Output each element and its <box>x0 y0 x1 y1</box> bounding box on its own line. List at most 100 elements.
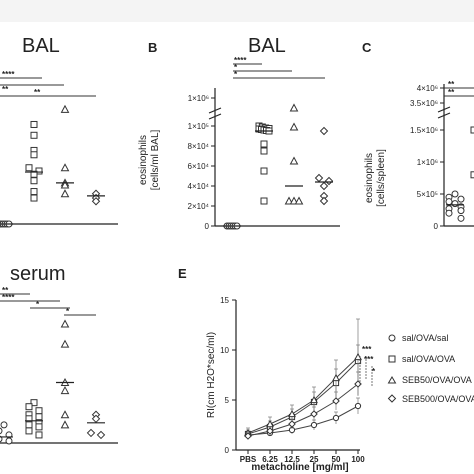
panel-c-ylabel-line1: eosinophils <box>364 153 375 203</box>
triangle-point <box>60 163 70 172</box>
legend-circle-marker <box>388 334 396 342</box>
panel-e-significance: *** *** * <box>359 345 376 386</box>
x-tick-label: 6.25 <box>262 455 278 464</box>
triangle-point <box>354 352 362 361</box>
triangle-point <box>60 189 70 198</box>
diamond-point <box>86 428 96 438</box>
panel-b-title: BAL <box>248 35 286 57</box>
y-tick-label: 15 <box>220 296 229 305</box>
diamond-point <box>96 430 106 440</box>
square-point <box>30 194 38 202</box>
square-point <box>25 427 33 435</box>
circle-point <box>332 414 340 422</box>
square-point <box>35 431 43 439</box>
square-point <box>470 171 474 179</box>
circle-point <box>0 427 3 435</box>
circle-point <box>457 214 465 222</box>
panel-c-stars-1: ** <box>448 80 455 89</box>
panel-b-tick-label: 0 <box>205 222 210 231</box>
panel-c-tick-label: 1×10⁶ <box>417 158 438 167</box>
square-point <box>25 403 33 411</box>
legend-label-3: SEB50/OVA/OVA <box>402 375 472 385</box>
triangle-point <box>60 180 70 189</box>
circle-point <box>0 421 8 429</box>
panel-c-tick-label: 4×10⁶ <box>417 84 438 93</box>
panel-b-stars-1: **** <box>234 56 247 65</box>
panel-e-legend: sal/OVA/sal sal/OVA/OVA SEB50/OVA/OVA SE… <box>387 333 474 404</box>
panel-d-title: serum <box>10 263 66 285</box>
diamond-point <box>314 173 324 183</box>
triangle-point <box>289 122 299 131</box>
triangle-point <box>332 373 340 382</box>
panel-c: C eosinophils [cells/spleen] ** ** 4×10⁶… <box>362 40 474 231</box>
panel-b-axis-break-1 <box>208 107 222 114</box>
panel-a-title: BAL <box>22 35 60 57</box>
panel-b-tick-label: 1×10⁶ <box>188 94 209 103</box>
square-point <box>30 177 38 185</box>
square-point <box>260 197 268 205</box>
legend-label-2: sal/OVA/OVA <box>402 354 455 364</box>
panel-b-stars-2: * <box>234 63 238 72</box>
legend-square-marker <box>388 355 396 363</box>
panel-b-tick-label: 1×10⁵ <box>188 122 209 131</box>
x-tick-label: PBS <box>240 455 257 464</box>
panel-b-ylabel: eosinophils [cells/ml BAL] <box>138 129 161 190</box>
triangle-point <box>60 319 70 328</box>
square-point <box>30 151 38 159</box>
legend-triangle-marker <box>387 376 397 384</box>
panel-d-stars-3: * <box>36 300 40 309</box>
diamond-point <box>244 432 252 440</box>
diamond-point <box>288 420 296 428</box>
panel-a-stars-2: ** <box>2 85 9 94</box>
square-point <box>30 131 38 139</box>
diamond-point <box>324 176 334 186</box>
panel-e-series <box>244 318 362 440</box>
diamond-point <box>310 410 318 418</box>
legend-label-4: SEB500/OVA/OVA <box>402 394 474 404</box>
panel-e-ylabel: RI(cm H2O*sec/ml) <box>206 332 217 418</box>
series-line <box>247 405 359 436</box>
panel-a-stars-1: **** <box>2 70 15 79</box>
triangle-point <box>288 409 296 418</box>
panel-b-ticks: 1×10⁶ 1×10⁵ 8×10⁴ 6×10⁴ 4×10⁴ 2×10⁴ 0 <box>188 94 215 231</box>
square-point <box>260 147 268 155</box>
triangle-point <box>60 420 70 429</box>
panel-c-axis-break-1 <box>437 106 451 113</box>
circle-point <box>451 190 459 198</box>
y-tick-label: 5 <box>225 396 230 405</box>
triangle-point <box>60 386 70 395</box>
square-point <box>260 167 268 175</box>
circle-point <box>445 209 453 217</box>
triangle-point <box>289 156 299 165</box>
circle-point <box>451 200 459 208</box>
triangle-point <box>60 104 70 113</box>
panel-b-tick-label: 4×10⁴ <box>188 182 210 191</box>
panel-c-label: C <box>362 40 372 55</box>
y-tick-label: 0 <box>225 446 230 455</box>
panel-b-label: B <box>148 40 157 55</box>
panel-b-axis-break-2 <box>208 113 222 120</box>
panel-c-tick-label: 5×10⁵ <box>417 190 438 199</box>
triangle-point <box>294 196 304 205</box>
panel-e-label: E <box>178 266 187 281</box>
panel-b-tick-label: 6×10⁴ <box>188 162 210 171</box>
circle-point <box>5 437 13 445</box>
legend-diamond-marker <box>387 394 397 403</box>
panel-e-yticks: 0 5 10 15 <box>220 296 236 455</box>
panel-c-tick-label: 0 <box>434 222 439 231</box>
circle-point <box>310 421 318 429</box>
panel-c-points <box>445 126 474 222</box>
diamond-point <box>319 126 329 136</box>
x-tick-label: 100 <box>351 455 365 464</box>
panel-e-xlabel: metacholine [mg/ml] <box>251 462 348 473</box>
x-tick-label: 25 <box>310 455 319 464</box>
panel-c-ylabel: eosinophils [cells/spleen] <box>364 149 387 207</box>
triangle-point <box>310 395 318 404</box>
diamond-point <box>266 427 274 435</box>
triangle-point <box>289 103 299 112</box>
diamond-point <box>332 397 340 405</box>
square-point <box>35 407 43 415</box>
circle-point <box>457 207 465 215</box>
triangle-point <box>60 339 70 348</box>
panel-c-axis-break-2 <box>437 112 451 119</box>
